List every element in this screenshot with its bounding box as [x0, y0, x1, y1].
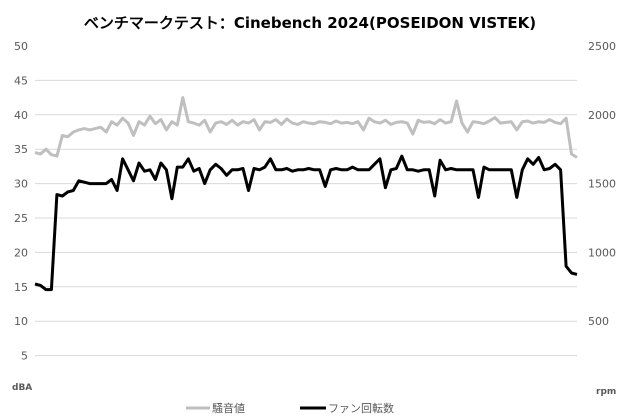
legend-label-noise: 騒音値 [212, 401, 245, 415]
y-tick-label: 45 [14, 74, 28, 87]
series-line-fan-rpm [34, 154, 578, 292]
y-tick-label: 10 [14, 315, 28, 328]
y-tick-label: 25 [14, 212, 28, 225]
legend-label-fan: ファン回転数 [328, 402, 394, 415]
y-tick-label: 30 [14, 178, 28, 191]
legend: 騒音値 ファン回転数 [186, 401, 394, 415]
y-tick-label: 50 [14, 40, 28, 53]
y-tick-label: 5 [21, 350, 28, 363]
y2-tick-label: 1500 [588, 178, 616, 191]
series-line-noise [34, 96, 578, 159]
y2-tick-label: 1000 [588, 246, 616, 259]
y-tick-label: 15 [14, 281, 28, 294]
y-tick-label: 35 [14, 143, 28, 156]
y-tick-label: 40 [14, 109, 28, 122]
y-tick-label: 20 [14, 246, 28, 259]
y2-tick-label: 2000 [588, 109, 616, 122]
y2-tick-label: 2500 [588, 40, 616, 53]
chart-title: ベンチマークテスト：Cinebench 2024(POSEIDON VISTEK… [83, 14, 537, 32]
y-axis-label: dBA [12, 383, 32, 393]
y2-tick-label: 500 [588, 315, 609, 328]
y2-axis-label: rpm [596, 387, 616, 397]
